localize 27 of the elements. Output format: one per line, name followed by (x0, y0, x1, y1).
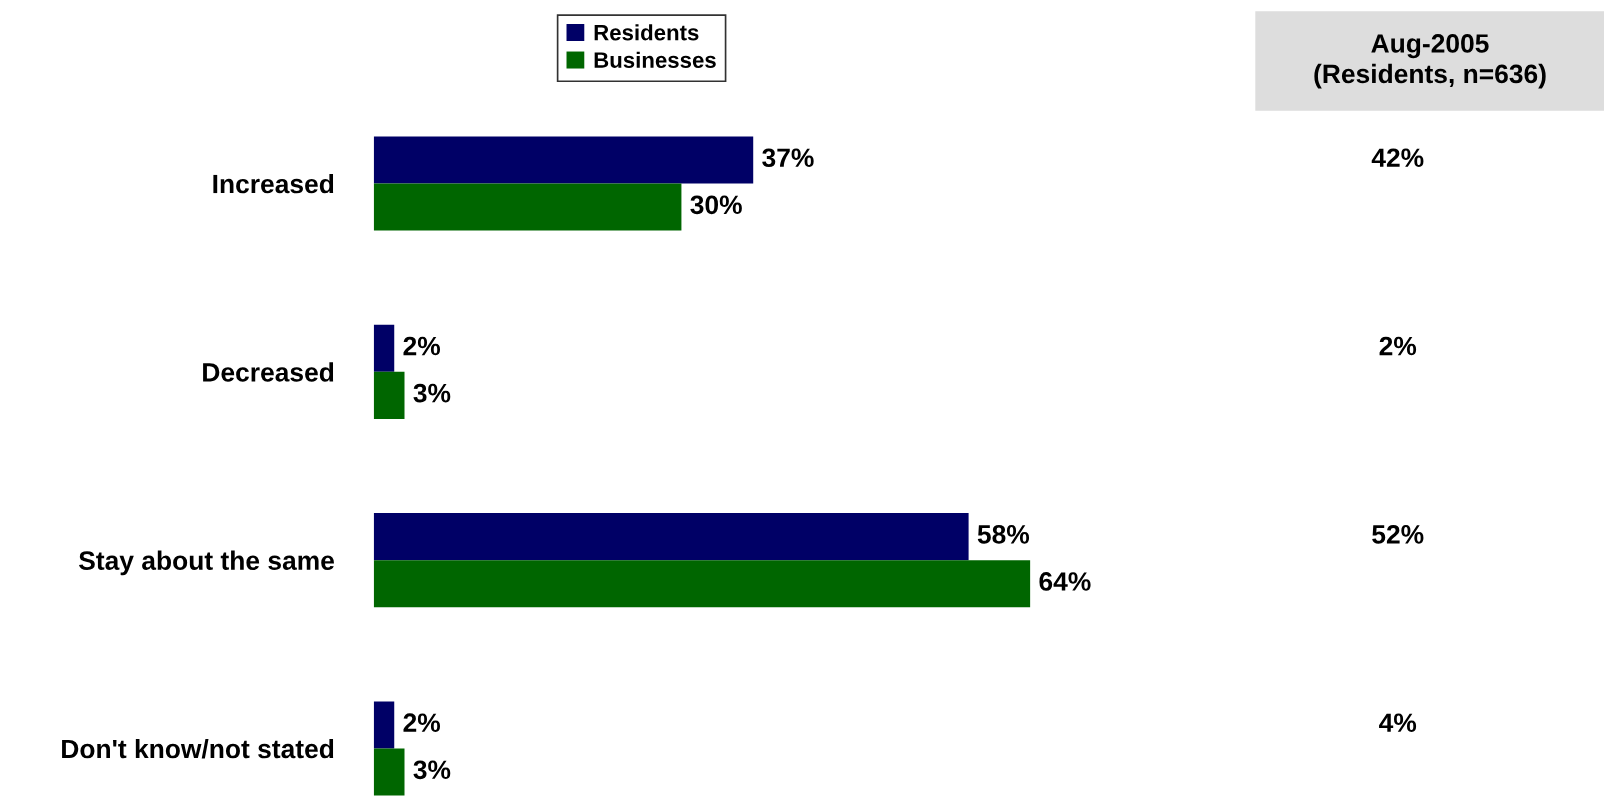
legend-label: Residents (594, 24, 699, 41)
text: 4% (1379, 713, 1417, 732)
bar (373, 513, 969, 561)
text: 2% (1379, 336, 1417, 356)
data-label: 2% (403, 713, 441, 732)
y-tick-label: Increased (213, 173, 334, 194)
data-label: 3% (413, 383, 451, 403)
bar (373, 701, 395, 749)
legend-label: Businesses (594, 51, 716, 68)
data-label: 3% (413, 760, 451, 780)
data-label: 2% (403, 336, 441, 356)
text: 52% (1372, 525, 1424, 544)
text: 42% (1371, 148, 1424, 168)
y-tick-label: Stay about the same (78, 550, 334, 576)
bar (373, 371, 405, 419)
data-label: 37% (762, 148, 814, 168)
data-label: 64% (1039, 572, 1091, 591)
y-tick-label: Decreased (203, 362, 334, 382)
y-tick-label: Don't know/not stated (62, 738, 334, 759)
data-label: 58% (977, 525, 1030, 544)
bar (373, 183, 682, 231)
bar (373, 560, 1031, 608)
bar (373, 136, 754, 184)
text: Aug-2005 (Residents, n=636) (1314, 34, 1546, 89)
bar (373, 324, 395, 372)
bar (373, 748, 405, 796)
data-label: 30% (690, 195, 742, 215)
